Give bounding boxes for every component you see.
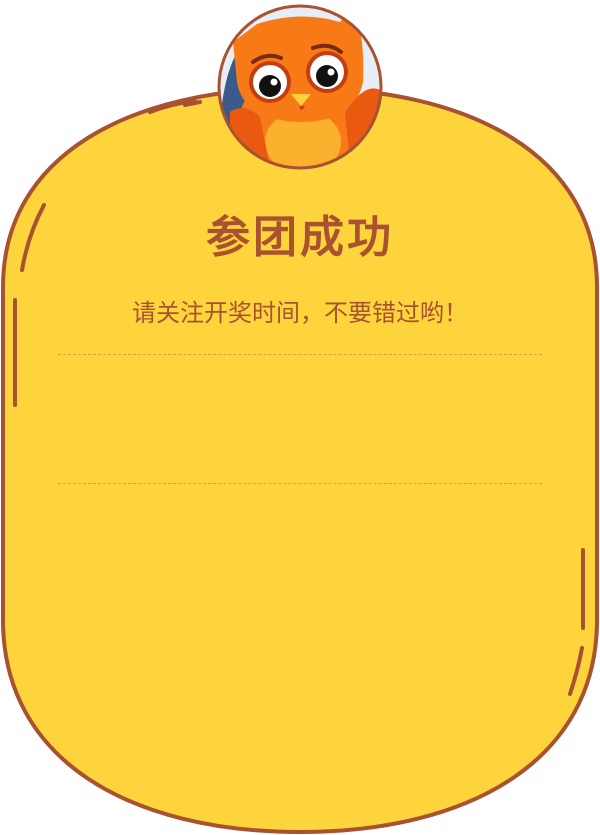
dialog-subtitle: 请关注开奖时间，不要错过哟！: [132, 299, 468, 327]
owl-mascot-icon: [217, 4, 383, 170]
card-decoration: [13, 99, 585, 696]
dialog-title: 参团成功: [206, 212, 394, 263]
divider-top: [58, 354, 542, 355]
content-area: [58, 356, 542, 482]
divider-bottom: [58, 483, 542, 484]
